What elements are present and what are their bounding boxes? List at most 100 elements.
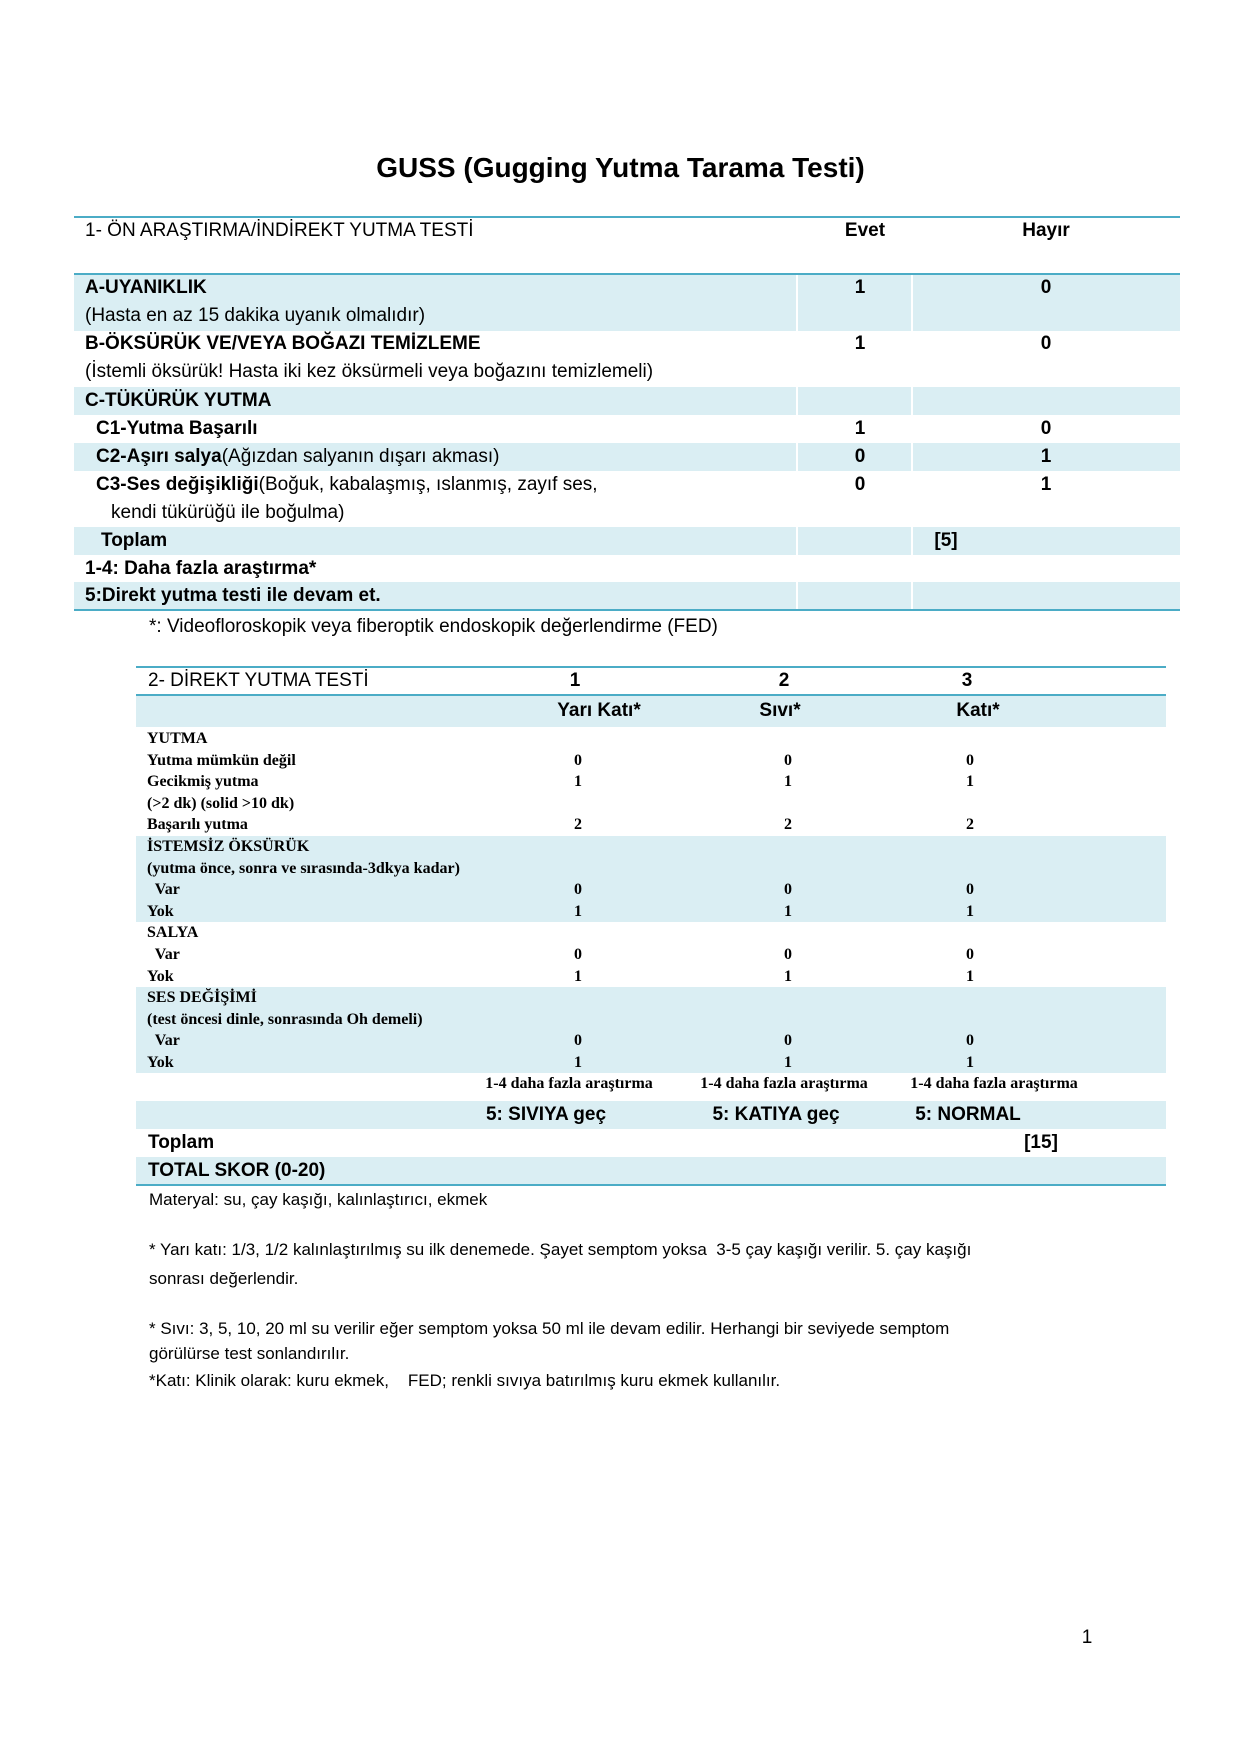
result-further-investigation: 1-4: Daha fazla araştırma* <box>85 558 317 579</box>
direct-test-row-label: Var <box>147 946 180 963</box>
more-investigation-note: 1-4 daha fazla araştırma <box>910 1075 1078 1092</box>
direct-test-score: 1 <box>784 967 792 985</box>
shaded-row-band <box>74 527 1180 555</box>
document-title: GUSS (Gugging Yutma Tarama Testi) <box>376 152 865 183</box>
direct-test-row-label: SALYA <box>147 924 199 942</box>
score-hayir: 0 <box>1040 277 1052 298</box>
direct-test-row-label: Var <box>147 881 180 899</box>
direct-test-score: 0 <box>784 751 792 769</box>
next-step-label: 5: NORMAL <box>915 1104 1021 1125</box>
score-evet: 1 <box>854 277 866 298</box>
more-investigation-note: 1-4 daha fazla araştırma <box>700 1075 868 1092</box>
direct-test-row-label: Yutma mümkün değil <box>147 751 296 769</box>
result-continue-direct-test: 5:Direkt yutma testi ile devam et. <box>85 585 381 606</box>
footnote-line: Materyal: su, çay kaşığı, kalınlaştırıcı… <box>149 1190 488 1209</box>
direct-test-score: 0 <box>966 751 974 769</box>
direct-test-row-label: SES DEĞİŞİMİ <box>147 989 257 1007</box>
column-header-hayir: Hayır <box>1022 220 1070 241</box>
direct-test-score: 1 <box>574 1054 582 1071</box>
column-consistency: Yarı Katı* <box>557 700 641 721</box>
screening-item-note: kendi tükürüğü ile boğulma) <box>111 502 345 523</box>
direct-test-score: 1 <box>966 902 974 920</box>
direct-test-row-label: İSTEMSİZ ÖKSÜRÜK <box>147 838 310 855</box>
column-number: 2 <box>778 670 790 691</box>
section2-total-value: [15] <box>1024 1132 1058 1153</box>
score-evet: 0 <box>854 446 866 467</box>
screening-item-label: C3-Ses değişikliği(Boğuk, kabalaşmış, ıs… <box>96 473 598 497</box>
page-number: 1 <box>1081 1627 1093 1648</box>
table-rule <box>74 273 1180 275</box>
footnote-line: * Yarı katı: 1/3, 1/2 kalınlaştırılmış s… <box>149 1240 972 1259</box>
direct-test-score: 0 <box>966 881 974 899</box>
direct-test-score: 0 <box>784 1032 792 1050</box>
next-step-label: 5: KATIYA geç <box>712 1104 840 1125</box>
score-hayir: 0 <box>1040 418 1052 439</box>
total-score-label: TOTAL SKOR (0-20) <box>148 1160 326 1181</box>
section2-header: 2- DİREKT YUTMA TESTİ <box>148 670 369 691</box>
direct-test-score: 0 <box>574 1032 582 1050</box>
direct-test-score: 1 <box>966 1054 974 1071</box>
screening-item-label: A-UYANIKLIK <box>85 277 207 298</box>
column-number: 3 <box>961 670 973 691</box>
screening-item-label: B-ÖKSÜRÜK VE/VEYA BOĞAZI TEMİZLEME <box>85 333 481 354</box>
direct-test-row-label: YUTMA <box>147 730 208 747</box>
score-hayir: 1 <box>1040 474 1052 495</box>
column-consistency: Katı* <box>956 700 1000 721</box>
direct-test-score: 0 <box>784 946 792 963</box>
screening-item-description: (Boğuk, kabalaşmış, ıslanmış, zayıf ses, <box>258 474 598 495</box>
footnote-line: * Sıvı: 3, 5, 10, 20 ml su verilir eğer … <box>149 1319 950 1338</box>
direct-test-score: 1 <box>784 773 792 791</box>
section1-header: 1- ÖN ARAŞTIRMA/İNDİREKT YUTMA TESTİ <box>85 220 474 241</box>
score-hayir: 0 <box>1040 333 1052 354</box>
screening-item-label: C-TÜKÜRÜK YUTMA <box>85 390 272 411</box>
score-evet: 0 <box>854 474 866 495</box>
direct-test-score: 0 <box>574 946 582 963</box>
section1-footnote: *: Videofloroskopik veya fiberoptik endo… <box>149 616 718 637</box>
screening-item-label: C1-Yutma Başarılı <box>96 418 258 439</box>
direct-test-row-label: Gecikmiş yutma <box>147 773 259 791</box>
screening-item-title: C2-Aşırı salya <box>96 446 222 467</box>
direct-test-row-label: (yutma önce, sonra ve sırasında-3dkya ka… <box>147 859 460 877</box>
column-header-evet: Evet <box>844 220 886 241</box>
section1-total-value: [5] <box>934 530 958 551</box>
direct-test-score: 1 <box>966 967 974 985</box>
column-separator <box>796 274 798 610</box>
section2-total-label: Toplam <box>148 1132 215 1153</box>
direct-test-row-label: Yok <box>147 1054 174 1071</box>
score-hayir: 1 <box>1040 446 1052 467</box>
table-rule <box>136 666 1166 668</box>
more-investigation-note: 1-4 daha fazla araştırma <box>485 1075 653 1092</box>
footnote-line: görülürse test sonlandırılır. <box>149 1344 350 1363</box>
shaded-row-band <box>74 274 1180 331</box>
column-number: 1 <box>569 670 581 691</box>
shaded-row-band <box>74 387 1180 415</box>
screening-item-note: (İstemli öksürük! Hasta iki kez öksürmel… <box>85 361 654 382</box>
footnote-line: *Katı: Klinik olarak: kuru ekmek, FED; r… <box>149 1371 781 1390</box>
screening-item-description: (Ağızdan salyanın dışarı akması) <box>221 446 500 467</box>
direct-test-score: 0 <box>574 881 582 899</box>
table-rule <box>74 609 1180 611</box>
next-step-label: 5: SIVIYA geç <box>485 1104 607 1125</box>
shaded-row-band <box>136 987 1166 1073</box>
table-rule <box>74 216 1180 218</box>
shaded-row-band <box>74 443 1180 471</box>
footnote-line: sonrası değerlendir. <box>149 1269 299 1288</box>
direct-test-row-label: Başarılı yutma <box>147 816 248 834</box>
shaded-row-band <box>136 1101 1166 1129</box>
direct-test-score: 2 <box>966 816 974 834</box>
direct-test-score: 1 <box>966 773 974 791</box>
direct-test-score: 1 <box>574 902 582 920</box>
shaded-row-band <box>136 1157 1166 1185</box>
table-rule <box>136 1184 1166 1186</box>
direct-test-score: 2 <box>574 816 582 834</box>
direct-test-score: 0 <box>966 1032 974 1050</box>
direct-test-row-label: (>2 dk) (solid >10 dk) <box>147 794 295 812</box>
direct-test-score: 0 <box>784 881 792 899</box>
score-evet: 1 <box>854 333 866 354</box>
direct-test-score: 1 <box>574 773 582 791</box>
screening-item-title: C3-Ses değişikliği <box>96 474 259 495</box>
direct-test-score: 1 <box>574 967 582 985</box>
shaded-row-band <box>136 695 1166 727</box>
direct-test-row-label: Var <box>147 1032 180 1050</box>
